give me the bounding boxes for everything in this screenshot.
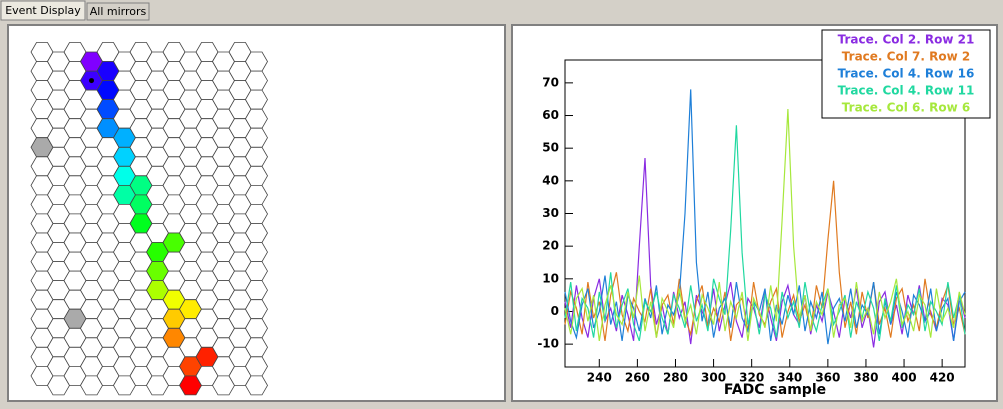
legend-label: Trace. Col 2. Row 21 — [838, 33, 975, 47]
x-tick-label: 300 — [701, 371, 726, 385]
legend-label: Trace. Col 7. Row 2 — [842, 50, 970, 64]
legend-label: Trace. Col 6. Row 6 — [842, 101, 970, 115]
y-tick-label: 60 — [542, 108, 559, 122]
y-tick-label: 20 — [542, 239, 559, 253]
y-tick-label: 70 — [542, 75, 559, 89]
x-tick-label: 400 — [892, 371, 917, 385]
x-tick-label: 340 — [777, 371, 802, 385]
y-tick-label: 40 — [542, 173, 559, 187]
legend-label: Trace. Col 4. Row 11 — [838, 84, 975, 98]
y-tick-label: 0 — [551, 304, 559, 318]
app: Event Display All mirrors FADC sample -1… — [0, 0, 1003, 405]
pixel-marker — [89, 78, 94, 83]
y-tick-label: 30 — [542, 206, 559, 220]
y-tick-label: -10 — [537, 337, 559, 351]
x-tick-label: 420 — [930, 371, 955, 385]
x-tick-label: 280 — [663, 371, 688, 385]
y-tick-label: 50 — [542, 141, 559, 155]
x-tick-label: 380 — [853, 371, 878, 385]
tab-label[interactable]: All mirrors — [90, 5, 147, 18]
x-tick-label: 360 — [815, 371, 840, 385]
tab-label[interactable]: Event Display — [5, 4, 81, 17]
y-tick-label: 10 — [542, 271, 559, 285]
camera-grid — [31, 43, 268, 395]
legend-label: Trace. Col 4. Row 16 — [838, 67, 975, 81]
page: Event Display All mirrors FADC sample -1… — [0, 0, 1003, 405]
x-tick-label: 240 — [587, 371, 612, 385]
x-tick-label: 320 — [739, 371, 764, 385]
x-tick-label: 260 — [625, 371, 650, 385]
